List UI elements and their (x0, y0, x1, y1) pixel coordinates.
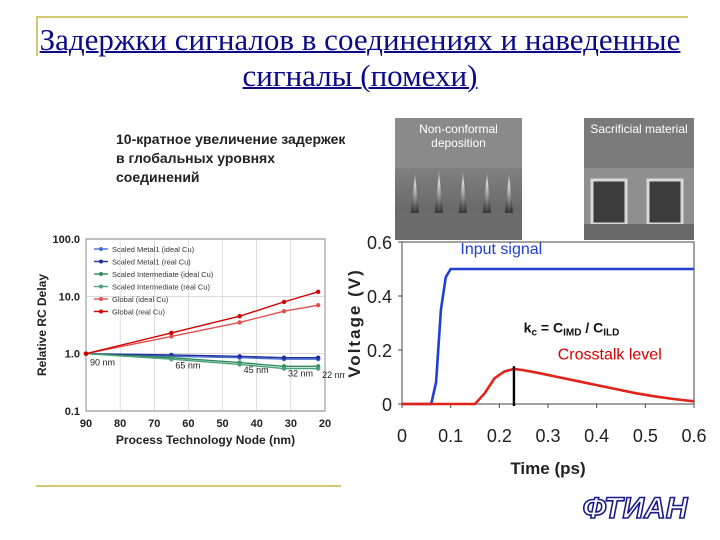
rc-delay-chart: 100.0 10.0 1.0 0.190 80 70 60 50 40 30 20 Process T… (35, 234, 345, 447)
sem-image-art-2 (584, 118, 694, 240)
rc-data-point (315, 355, 321, 360)
rc-y-tick-label: 1.0 (65, 349, 80, 361)
rc-legend-label: Scaled Metal1 (real Cu) (112, 258, 191, 267)
crosstalk-chart: 0 0.2 0.4 0.6 0 0.1 0.2 0.3 0.4 0.5 0.6 Time (ps) Vo… (345, 233, 707, 478)
rc-y-tick-label: 10.0 (59, 291, 80, 303)
v-y-tick-label: 0.6 (367, 233, 392, 253)
sem-image-non-conformal (395, 118, 522, 240)
crosstalk-line (402, 367, 695, 406)
ftian-logo-text: ФТИАН (583, 492, 689, 525)
rc-node-annotation: 65 nm (175, 361, 200, 371)
rc-x-tick-label: 60 (182, 418, 194, 430)
v-x-tick-label: 0.3 (535, 426, 560, 446)
subtitle: 10-кратное увеличение задержек в глобаль… (116, 131, 346, 185)
rc-data-point (237, 314, 242, 319)
rc-y-tick-label: 100.0 (52, 234, 80, 246)
rc-legend-marker (99, 272, 103, 276)
rc-data-point (315, 289, 321, 294)
top-divider (36, 16, 688, 18)
v-y-axis-label: Voltage (V) (345, 268, 364, 378)
v-x-tick-label: 0.1 (438, 426, 463, 446)
left-vertical-divider (36, 16, 38, 56)
v-x-tick-label: 0.5 (633, 426, 658, 446)
v-x-axis-label: Time (ps) (510, 459, 585, 478)
rc-node-annotation: 90 nm (90, 358, 115, 368)
rc-x-tick-label: 80 (114, 418, 126, 430)
rc-x-axis-label: Process Technology Node (nm) (116, 433, 295, 447)
ftian-logo: ФТИАН (582, 491, 690, 526)
rc-legend-marker (99, 259, 103, 264)
rc-x-tick-label: 70 (148, 418, 160, 430)
rc-node-annotation: 45 nm (244, 365, 269, 375)
v-y-tick-label: 0.2 (367, 341, 392, 361)
rc-legend-marker (99, 284, 103, 289)
rc-data-point (281, 366, 287, 371)
v-y-tick-label: 0 (382, 395, 392, 415)
rc-x-tick-label: 20 (319, 418, 331, 430)
v-x-tick-label: 0 (397, 426, 407, 446)
rc-node-annotation: 22 nm (322, 370, 345, 380)
v-y-tick-label: 0.4 (367, 287, 392, 307)
rc-data-point (237, 320, 242, 325)
rc-x-tick-label: 50 (216, 418, 228, 430)
rc-legend-marker (99, 297, 103, 301)
rc-legend-label: Scaled Intermediate (real Cu) (112, 283, 210, 292)
rc-legend-label: Global (real Cu) (112, 308, 165, 317)
rc-data-point (169, 334, 174, 339)
formula-text: / C (581, 319, 603, 335)
bottom-divider (36, 485, 341, 487)
page-title: Задержки сигналов в соединениях и наведе… (39, 22, 681, 93)
v-x-tick-label: 0.6 (681, 426, 706, 446)
rc-legend-label: Scaled Intermediate (ideal Cu) (112, 270, 214, 279)
sem-image-sacrificial (584, 118, 694, 240)
rc-data-point (281, 299, 287, 305)
formula-subscript: c (531, 327, 537, 338)
formula-subscript: ILD (603, 327, 619, 338)
rc-x-tick-label: 30 (285, 418, 297, 430)
formula-text: = C (537, 319, 563, 335)
rc-x-tick-label: 90 (80, 418, 92, 430)
rc-legend-label: Global (ideal Cu) (112, 295, 169, 304)
v-x-tick-label: 0.2 (487, 426, 512, 446)
v-x-tick-label: 0.4 (584, 426, 609, 446)
formula-text: k (524, 319, 532, 335)
rc-data-point (315, 366, 321, 371)
rc-data-point (315, 303, 321, 308)
rc-legend-label: Scaled Metal1 (ideal Cu) (112, 245, 195, 254)
input-signal-label: Input signal (460, 241, 542, 258)
rc-x-tick-label: 40 (251, 418, 263, 430)
coupling-formula: kc = CIMD / CILD (524, 319, 620, 338)
rc-legend-marker (99, 309, 103, 314)
sem-image-art (395, 118, 522, 240)
rc-data-point (169, 330, 174, 336)
rc-data-point (169, 357, 174, 362)
formula-subscript: IMD (563, 327, 581, 338)
rc-data-point (237, 362, 242, 367)
rc-data-point (281, 309, 287, 314)
rc-data-point (237, 354, 242, 359)
crosstalk-label: Crosstalk level (558, 346, 662, 363)
sem-label-non-conformal: Non-conformal deposition (419, 122, 498, 150)
rc-node-annotation: 32 nm (288, 368, 313, 378)
rc-y-tick-label: 0.1 (65, 406, 80, 418)
rc-y-axis-label: Relative RC Delay (35, 274, 49, 376)
rc-data-point (281, 355, 287, 360)
rc-data-point (83, 351, 89, 356)
rc-legend-marker (99, 247, 103, 251)
sem-label-sacrificial: Sacrificial material (590, 122, 688, 136)
